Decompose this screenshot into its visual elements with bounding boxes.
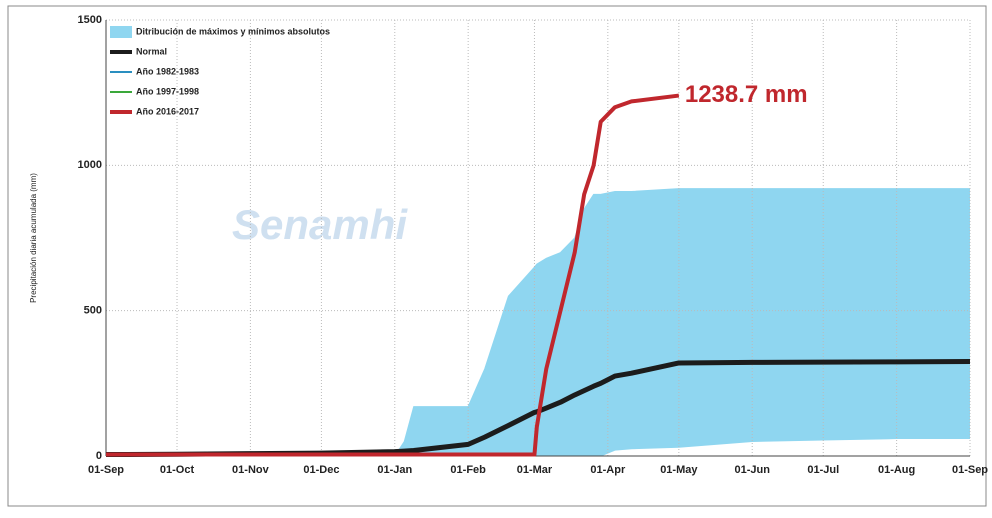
- x-tick-label: 01-Mar: [517, 464, 553, 476]
- y-tick-label: 500: [84, 305, 102, 317]
- legend-label: Año 2016-2017: [136, 106, 199, 116]
- x-tick-label: 01-Aug: [878, 464, 915, 476]
- y-tick-label: 0: [96, 450, 102, 462]
- x-tick-label: 01-Jun: [734, 464, 770, 476]
- legend-label: Normal: [136, 46, 167, 56]
- x-tick-label: 01-Oct: [160, 464, 195, 476]
- y-axis-label: Precipitación diaria acumulada (mm): [29, 173, 38, 303]
- x-tick-label: 01-Sep: [952, 464, 988, 476]
- watermark: Senamhi: [232, 201, 408, 248]
- x-tick-label: 01-Jan: [377, 464, 412, 476]
- x-tick-label: 01-Jul: [807, 464, 839, 476]
- legend-label: Ditribución de máximos y mínimos absolut…: [136, 26, 330, 36]
- x-tick-label: 01-Dec: [303, 464, 339, 476]
- x-tick-label: 01-Feb: [450, 464, 486, 476]
- x-tick-label: 01-Sep: [88, 464, 124, 476]
- x-tick-label: 01-Nov: [232, 464, 270, 476]
- legend-label: Año 1997-1998: [136, 86, 199, 96]
- x-tick-label: 01-Apr: [590, 464, 626, 476]
- series-line: [105, 359, 971, 458]
- y-tick-label: 1500: [78, 14, 102, 26]
- annotation: 1238.7 mm: [685, 81, 808, 108]
- x-tick-label: 01-May: [660, 464, 698, 476]
- series-line: [106, 93, 680, 457]
- band-fill: [106, 188, 970, 456]
- y-tick-label: 1000: [78, 159, 102, 171]
- legend-label: Año 1982-1983: [136, 66, 199, 76]
- legend-swatch: [110, 26, 132, 38]
